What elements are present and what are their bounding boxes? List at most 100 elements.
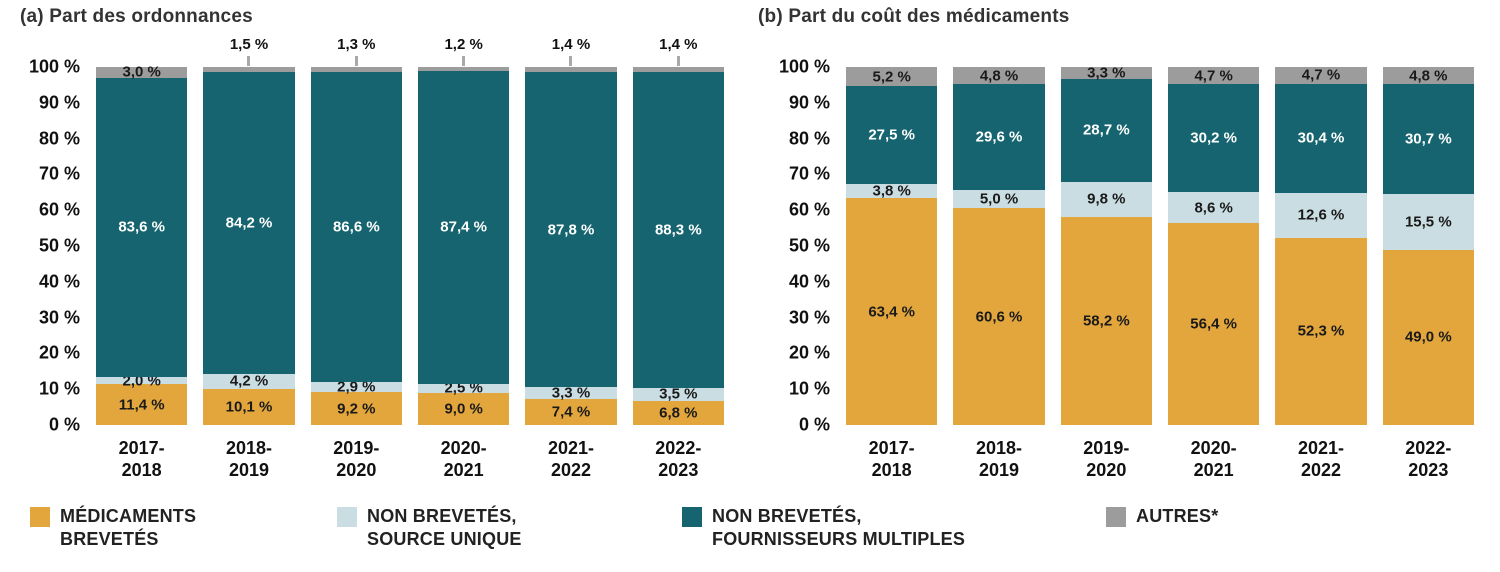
- legend-item: AUTRES*: [1106, 505, 1218, 528]
- bar-segment: 3,3 %: [525, 384, 617, 401]
- y-axis-label: 40 %: [38, 271, 80, 292]
- x-axis-label: 2020- 2021: [1190, 438, 1237, 480]
- segment-label: 5,0 %: [979, 190, 1019, 208]
- stacked-bar: 58,2 % 9,8 % 28,7 % 3,3 %: [1060, 64, 1152, 425]
- y-axis-label: 50 %: [788, 235, 830, 256]
- segment-label: 4,7 %: [1301, 66, 1341, 84]
- chart-cost-share: (b) Part du coût des médicaments 100 % 90…: [750, 0, 1500, 500]
- callout-line: [247, 56, 251, 66]
- y-axis-label: 30 %: [788, 307, 830, 328]
- bar-segment: 4,7 %: [1275, 67, 1367, 84]
- y-axis-label: 10 %: [788, 378, 830, 399]
- segment-callout-label: 1,4 %: [551, 36, 591, 53]
- bar-segment: 6,8 %: [632, 400, 724, 425]
- bar-segment: 63,4 %: [846, 198, 938, 425]
- y-axis-label: 30 %: [38, 307, 80, 328]
- legend-label: MÉDICAMENTS BREVETÉS: [60, 506, 197, 549]
- x-axis-label: 2019- 2020: [333, 438, 380, 480]
- bar-segment: 30,4 %: [1275, 83, 1367, 193]
- chart-title: (b) Part du coût des médicaments: [758, 6, 1070, 27]
- segment-label: 15,5 %: [1404, 213, 1452, 231]
- y-axis-label: 80 %: [38, 128, 80, 149]
- chart-prescriptions-share: (a) Part des ordonnances 100 % 90 % 80 % 70…: [0, 0, 750, 500]
- segment-label: 3,3 %: [551, 384, 591, 402]
- bar-segment: 12,6 %: [1275, 192, 1367, 238]
- bar-segment: [632, 67, 724, 73]
- stacked-bar: 52,3 % 12,6 % 30,4 % 4,7 %: [1275, 67, 1367, 425]
- x-axis-label: 2019- 2020: [1083, 438, 1130, 480]
- bar-column: 56,4 % 8,6 % 30,2 % 4,7 % 2020- 2021: [1167, 67, 1260, 480]
- callout-line: [354, 56, 358, 66]
- stacked-bar: 56,4 % 8,6 % 30,2 % 4,7 %: [1167, 67, 1260, 425]
- bar-column: 11,4 % 2,0 % 83,6 % 3,0 % 2017- 2018: [96, 64, 188, 480]
- bar-segment: 2,0 %: [96, 372, 188, 389]
- y-axis: 100 % 90 % 80 % 70 % 60 % 50 % 40 % 30 % 20 % 10 …: [750, 57, 838, 435]
- y-axis-label: 20 %: [38, 342, 80, 363]
- bar-segment: 10,1 %: [203, 388, 295, 425]
- stacked-bar: 9,2 % 2,9 % 86,6 % 1,3 %: [310, 36, 402, 425]
- y-axis-label: 90 %: [38, 92, 80, 113]
- segment-label: 88,3 %: [654, 221, 702, 239]
- plot-area: 63,4 % 3,8 % 27,5 % 5,2 % 2017- 2018 60,6 % 5,0…: [846, 64, 1474, 480]
- segment-label: 30,2 %: [1190, 129, 1237, 147]
- segment-label: 27,5 %: [868, 126, 916, 144]
- legend-item: NON BREVETÉS, FOURNISSEURS MULTIPLES: [682, 505, 965, 551]
- bar-segment: 15,5 %: [1382, 194, 1474, 250]
- callout-line: [676, 56, 680, 66]
- segment-label: 4,8 %: [979, 67, 1019, 85]
- segment-label: 3,3 %: [1087, 64, 1126, 82]
- y-axis-label: 10 %: [38, 378, 80, 399]
- bar-column: 63,4 % 3,8 % 27,5 % 5,2 % 2017- 2018: [846, 67, 938, 480]
- legend-item: NON BREVETÉS, SOURCE UNIQUE: [337, 505, 522, 551]
- y-axis-label: 70 %: [38, 163, 80, 184]
- segment-callout-label: 1,3 %: [337, 36, 376, 53]
- legend-swatch: [682, 507, 702, 527]
- segment-label: 12,6 %: [1297, 206, 1345, 224]
- bar-segment: 5,2 %: [846, 67, 938, 86]
- segment-label: 4,2 %: [229, 372, 269, 390]
- x-axis-label: 2021- 2022: [547, 438, 594, 480]
- segment-label: 11,4 %: [118, 396, 165, 414]
- segment-label: 49,0 %: [1404, 328, 1452, 346]
- segment-callout-label: 1,2 %: [444, 36, 483, 53]
- callout-line: [462, 56, 466, 66]
- segment-label: 9,2 %: [337, 400, 376, 418]
- bar-segment: 3,8 %: [846, 183, 938, 200]
- bar-segment: 30,7 %: [1382, 84, 1474, 195]
- bar-column: 60,6 % 5,0 % 29,6 % 4,8 % 2018- 2019: [953, 67, 1045, 480]
- legend-label: NON BREVETÉS, FOURNISSEURS MULTIPLES: [712, 506, 966, 549]
- legend-swatch: [337, 507, 357, 527]
- bar-segment: 58,2 %: [1060, 216, 1152, 425]
- bar-segment: 4,8 %: [953, 67, 1045, 85]
- bar-segment: 49,0 %: [1382, 249, 1474, 425]
- segment-label: 63,4 %: [868, 303, 916, 321]
- bar-column: 9,2 % 2,9 % 86,6 % 1,3 % 2019- 2020: [310, 36, 402, 480]
- legend-swatch: [1106, 507, 1126, 527]
- y-axis-label: 100 %: [28, 56, 80, 77]
- segment-label: 3,8 %: [872, 182, 911, 200]
- segment-label: 87,4 %: [440, 218, 487, 236]
- y-axis-label: 60 %: [788, 199, 830, 220]
- bar-segment: 3,5 %: [632, 386, 724, 403]
- bar-segment: 4,7 %: [1167, 67, 1260, 84]
- bar-segment: 5,0 %: [953, 190, 1045, 209]
- segment-label: 9,0 %: [444, 400, 483, 418]
- stacked-bar: 49,0 % 15,5 % 30,7 % 4,8 %: [1382, 67, 1474, 425]
- bar-segment: 56,4 %: [1167, 223, 1260, 425]
- bar-column: 10,1 % 4,2 % 84,2 % 1,5 % 2018- 2019: [203, 36, 295, 480]
- x-axis-label: 2022- 2023: [655, 438, 702, 480]
- x-axis-label: 2017- 2018: [118, 438, 165, 480]
- stacked-bar: 11,4 % 2,0 % 83,6 % 3,0 %: [96, 64, 188, 425]
- bar-segment: 83,6 %: [96, 77, 188, 378]
- bar-column: 7,4 % 3,3 % 87,8 % 1,4 % 2021- 2022: [525, 36, 617, 480]
- legend: MÉDICAMENTS BREVETÉS NON BREVETÉS, SOURCE U…: [0, 505, 1500, 565]
- callout-line: [569, 56, 573, 66]
- bar-segment: 7,4 %: [525, 398, 617, 425]
- segment-label: 87,8 %: [547, 221, 595, 239]
- y-axis-label: 50 %: [38, 235, 80, 256]
- segment-label: 52,3 %: [1297, 322, 1345, 340]
- chart-title: (a) Part des ordonnances: [20, 6, 253, 27]
- bar-segment: 87,4 %: [417, 70, 510, 384]
- stacked-bar: 10,1 % 4,2 % 84,2 % 1,5 %: [203, 36, 295, 425]
